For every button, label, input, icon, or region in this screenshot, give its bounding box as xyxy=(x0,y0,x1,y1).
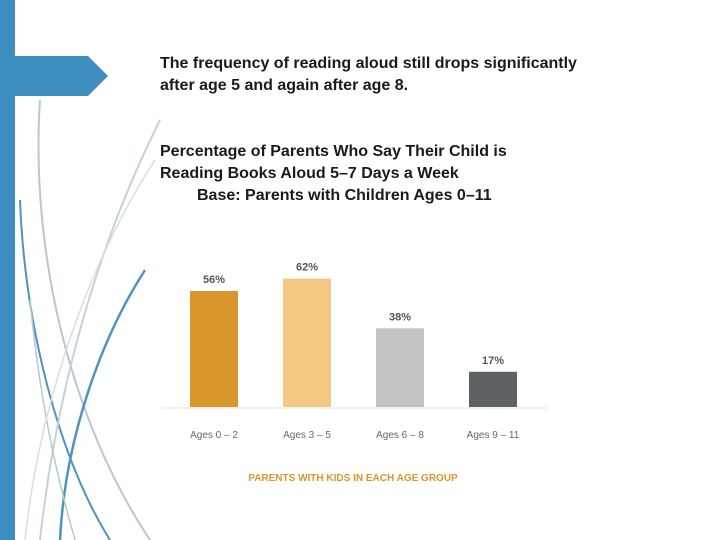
swoosh-line xyxy=(24,159,156,540)
headline-line-2: after age 5 and again after age 8. xyxy=(160,77,409,94)
bar-1 xyxy=(190,291,238,407)
chart-subtitle: Percentage of Parents Who Say Their Chil… xyxy=(160,141,680,207)
swoosh-line xyxy=(58,269,147,540)
swoosh-line xyxy=(39,119,161,540)
subtitle-line-3: Base: Parents with Children Ages 0–11 xyxy=(197,187,492,204)
bar-4 xyxy=(469,371,517,407)
headline-line-1: The frequency of reading aloud still dro… xyxy=(160,55,577,72)
subtitle-line-1: Percentage of Parents Who Say Their Chil… xyxy=(160,143,507,160)
bar-chart: 56% Ages 0 – 2 62% Ages 3 – 5 38% Ages 6 – 8 1… xyxy=(162,262,548,484)
header-arrow-shape xyxy=(15,56,108,96)
subtitle-line-2: Reading Books Aloud 5–7 Days a Week xyxy=(160,165,459,182)
left-accent-bar xyxy=(0,0,15,540)
slide-headline: The frequency of reading aloud still dro… xyxy=(160,53,680,97)
bar-value-label: 62% xyxy=(296,262,318,274)
x-axis-title: PARENTS WITH KIDS IN EACH AGE GROUP xyxy=(248,473,458,484)
chart-bars: 56% Ages 0 – 2 62% Ages 3 – 5 38% Ages 6 – 8 1… xyxy=(190,262,520,441)
swoosh-line xyxy=(29,299,76,540)
x-tick-label: Ages 3 – 5 xyxy=(283,430,331,441)
x-tick-label: Ages 9 – 11 xyxy=(467,430,520,441)
swoosh-line xyxy=(37,99,151,540)
bar-value-label: 56% xyxy=(203,274,225,286)
bar-value-label: 17% xyxy=(482,355,504,367)
swoosh-line xyxy=(19,199,111,540)
bar-2 xyxy=(283,278,331,407)
bar-3 xyxy=(376,328,424,407)
bar-value-label: 38% xyxy=(389,311,411,323)
x-tick-label: Ages 6 – 8 xyxy=(376,430,424,441)
x-tick-label: Ages 0 – 2 xyxy=(190,430,238,441)
